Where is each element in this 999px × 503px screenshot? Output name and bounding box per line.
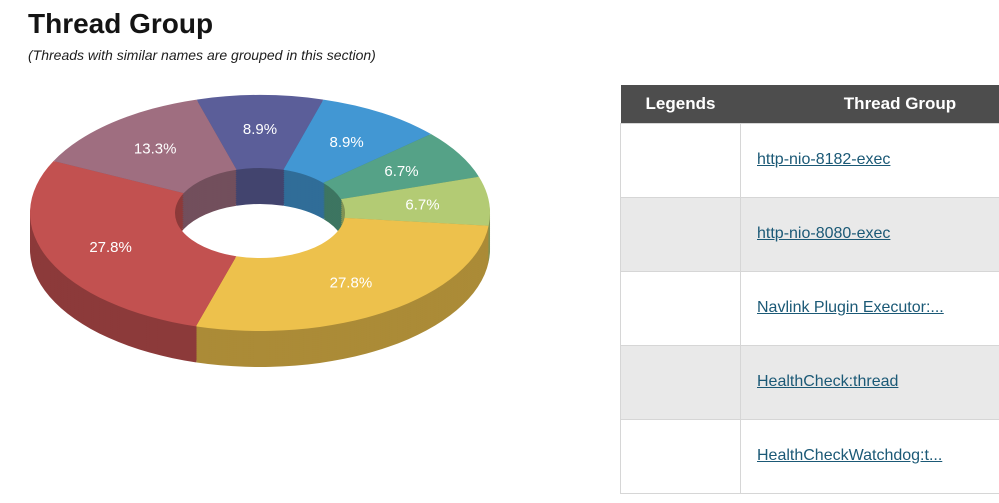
- thread-group-donut-chart: 8.9% 8.9% 6.7% 6.7% 27.8% 27.8% 13.3%: [0, 40, 540, 460]
- table-row: HealthCheckWatchdog:t...: [620, 418, 999, 494]
- table-row: Navlink Plugin Executor:...: [620, 270, 999, 346]
- pie-slice[interactable]: [323, 134, 479, 200]
- table-row: http-nio-8080-exec: [620, 196, 999, 272]
- pie-slice-percent-label: 8.9%: [243, 121, 277, 138]
- table-row: HealthCheck:thread: [620, 344, 999, 420]
- pie-slice[interactable]: [30, 160, 237, 327]
- pie-slice-percent-label: 8.9%: [329, 134, 363, 151]
- pie-slice[interactable]: [195, 217, 489, 331]
- table-header-legends: Legends: [620, 85, 741, 123]
- pie-slice[interactable]: [53, 99, 237, 194]
- pie-slice-percent-label: 6.7%: [405, 197, 439, 214]
- pie-slice-percent-label: 13.3%: [134, 141, 177, 158]
- pie-slice-percent-label: 27.8%: [330, 275, 373, 292]
- page-subtitle: (Threads with similar names are grouped …: [28, 47, 376, 63]
- thread-group-link[interactable]: HealthCheck:thread: [757, 373, 899, 390]
- thread-group-link[interactable]: http-nio-8182-exec: [757, 151, 891, 168]
- thread-group-link[interactable]: HealthCheckWatchdog:t...: [757, 447, 943, 464]
- pie-slice-percent-label: 27.8%: [89, 239, 132, 256]
- thread-group-link[interactable]: Navlink Plugin Executor:...: [757, 299, 944, 316]
- donut-chart-svg: 8.9% 8.9% 6.7% 6.7% 27.8% 27.8% 13.3%: [30, 94, 490, 367]
- table-header-thread-group: Thread Group: [740, 85, 999, 123]
- legend-table: Legends Thread Group http-nio-8182-exec …: [620, 85, 999, 494]
- pie-slice-percent-label: 6.7%: [384, 163, 418, 180]
- pie-slice[interactable]: [283, 99, 431, 183]
- table-row: http-nio-8182-exec: [620, 122, 999, 198]
- thread-group-link[interactable]: http-nio-8080-exec: [757, 225, 891, 242]
- page-title: Thread Group: [28, 8, 214, 39]
- table-header-row: Legends Thread Group: [620, 85, 999, 123]
- pie-slice[interactable]: [196, 94, 324, 170]
- pie-slice[interactable]: [340, 176, 490, 226]
